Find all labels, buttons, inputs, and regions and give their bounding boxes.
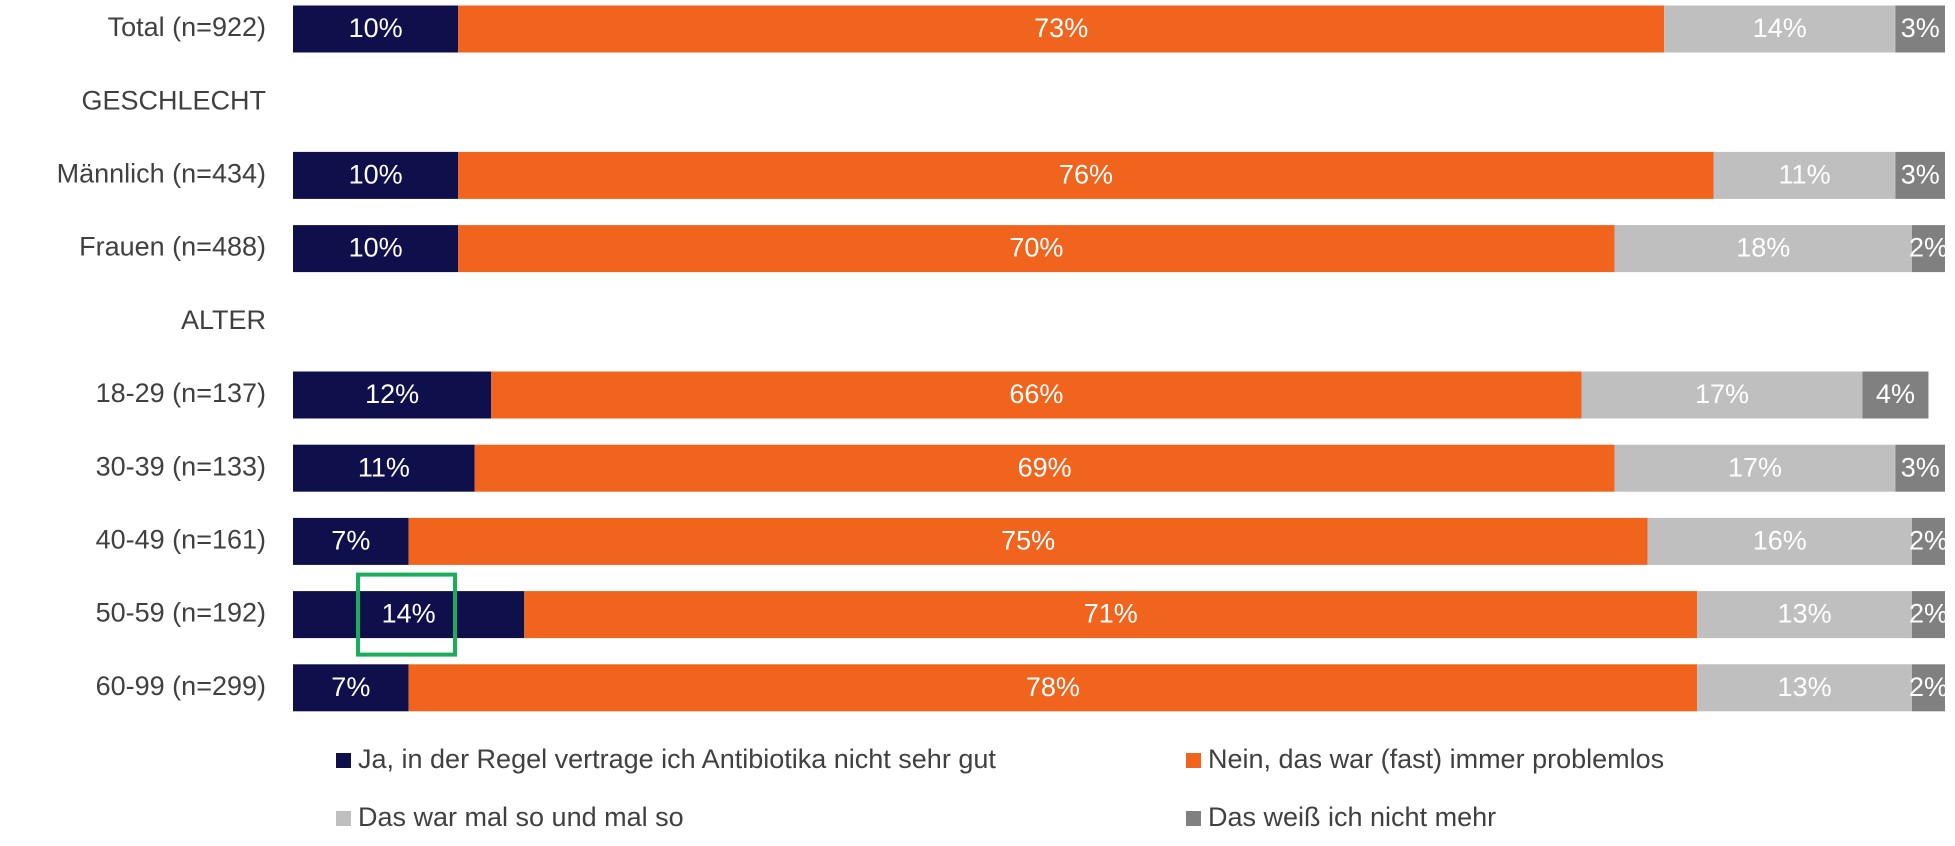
legend-swatch xyxy=(1186,811,1201,826)
value-label: 69% xyxy=(1018,452,1072,482)
bar-segment xyxy=(1911,225,1945,273)
value-label: 16% xyxy=(1753,526,1807,556)
category-label: 50-59 (n=192) xyxy=(96,598,266,628)
bar-segment xyxy=(1713,151,1896,199)
value-label: 2% xyxy=(1909,599,1948,629)
category-label: Frauen (n=488) xyxy=(79,232,266,262)
bar-segment xyxy=(1895,444,1945,492)
value-label: 7% xyxy=(331,526,370,556)
legend-label: Ja, in der Regel vertrage ich Antibiotik… xyxy=(358,744,996,774)
bar-segment xyxy=(1697,664,1912,712)
value-label: 11% xyxy=(1779,160,1831,190)
value-label: 76% xyxy=(1059,160,1113,190)
bar-segment xyxy=(458,151,1714,199)
value-label: 17% xyxy=(1695,379,1749,409)
bar-segment xyxy=(293,444,475,492)
value-label: 2% xyxy=(1909,233,1948,263)
legend-swatch xyxy=(336,811,351,826)
legend-label: Nein, das war (fast) immer problemlos xyxy=(1208,744,1664,774)
legend-label: Das war mal so und mal so xyxy=(358,802,684,832)
bar-segment xyxy=(293,591,525,639)
bar-segment xyxy=(1664,5,1896,53)
value-label: 2% xyxy=(1909,526,1948,556)
value-label: 3% xyxy=(1901,13,1940,43)
category-label: ALTER xyxy=(181,305,266,335)
bar-segment xyxy=(1647,517,1912,565)
bar-segment xyxy=(1895,151,1945,199)
bar-segment xyxy=(293,151,459,199)
bar-segment xyxy=(524,591,1698,639)
value-label: 78% xyxy=(1026,672,1080,702)
value-label: 7% xyxy=(331,672,370,702)
value-label: 17% xyxy=(1728,452,1782,482)
category-label: 18-29 (n=137) xyxy=(96,378,266,408)
bar-segment xyxy=(1911,517,1945,565)
bar-segment xyxy=(1581,371,1863,419)
bar-segment xyxy=(1862,371,1929,419)
bar-segment xyxy=(458,5,1665,53)
value-label: 75% xyxy=(1001,526,1055,556)
value-label: 2% xyxy=(1909,672,1948,702)
value-label: 13% xyxy=(1778,599,1832,629)
bar-segment xyxy=(1614,225,1912,273)
bar-segment xyxy=(474,444,1615,492)
value-label: 14% xyxy=(382,599,436,629)
bar-segment xyxy=(408,517,1648,565)
value-label: 18% xyxy=(1736,233,1790,263)
bar-segment xyxy=(458,225,1615,273)
legend-swatch xyxy=(336,753,351,768)
bar-segment xyxy=(1911,591,1945,639)
category-label: 60-99 (n=299) xyxy=(96,671,266,701)
bar-segment xyxy=(293,5,459,53)
bar-segment xyxy=(1697,591,1912,639)
legend-swatch xyxy=(1186,753,1201,768)
value-label: 73% xyxy=(1034,13,1088,43)
value-label: 71% xyxy=(1084,599,1138,629)
highlight-box xyxy=(356,572,457,657)
value-label: 3% xyxy=(1901,160,1940,190)
value-label: 12% xyxy=(365,379,419,409)
value-label: 3% xyxy=(1901,452,1940,482)
category-label: 30-39 (n=133) xyxy=(96,451,266,481)
category-label: GESCHLECHT xyxy=(81,85,266,115)
value-label: 66% xyxy=(1009,379,1063,409)
category-label: 40-49 (n=161) xyxy=(96,525,266,555)
bar-segment xyxy=(293,517,409,565)
legend-label: Das weiß ich nicht mehr xyxy=(1208,802,1496,832)
value-label: 13% xyxy=(1778,672,1832,702)
bar-segment xyxy=(408,664,1698,712)
category-label: Total (n=922) xyxy=(108,12,266,42)
bar-segment xyxy=(1614,444,1896,492)
bar-segment xyxy=(1895,5,1945,53)
bar-segment xyxy=(491,371,1582,419)
value-label: 10% xyxy=(349,13,403,43)
value-label: 10% xyxy=(349,233,403,263)
bar-segment xyxy=(293,371,492,419)
value-label: 11% xyxy=(358,452,410,482)
value-label: 70% xyxy=(1009,233,1063,263)
value-label: 14% xyxy=(1753,13,1807,43)
bar-segment xyxy=(293,225,459,273)
value-label: 4% xyxy=(1876,379,1915,409)
bar-segment xyxy=(1911,664,1945,712)
bar-segment xyxy=(293,664,409,712)
category-label: Männlich (n=434) xyxy=(57,159,266,189)
value-label: 10% xyxy=(349,160,403,190)
